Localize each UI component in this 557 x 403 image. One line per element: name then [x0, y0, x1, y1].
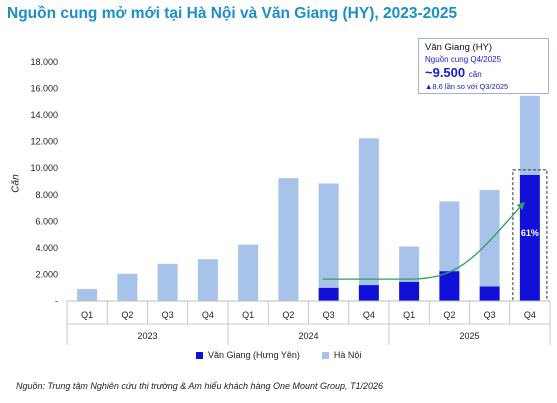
- bar-ha-noi: [358, 138, 379, 286]
- x-tick-label: Q2: [121, 310, 133, 320]
- legend-swatch-van-giang: [196, 351, 203, 359]
- x-tick-label: Q4: [202, 310, 214, 320]
- bar-ha-noi: [519, 95, 540, 175]
- bar-van-giang: [399, 281, 420, 301]
- callout-title: Văn Giang (HY): [425, 42, 493, 53]
- x-tick-label: Q1: [403, 310, 415, 320]
- bar-van-giang: [519, 174, 540, 301]
- x-tick-label: Q3: [484, 310, 496, 320]
- bar-van-giang: [439, 271, 460, 301]
- legend-label-van-giang: Văn Giang (Hưng Yên): [208, 350, 300, 360]
- y-tick-label: 4.000: [35, 243, 58, 253]
- legend-item-ha-noi: Hà Nội: [321, 350, 362, 360]
- y-tick-label: 10.000: [30, 163, 58, 173]
- y-tick-label: 8.000: [35, 190, 58, 200]
- y-tick-label: 14.000: [30, 110, 58, 120]
- bar-ha-noi: [439, 201, 460, 272]
- y-tick-label: 2.000: [35, 269, 58, 279]
- bar-ha-noi: [117, 273, 138, 301]
- y-tick-label: 18.000: [30, 57, 58, 67]
- legend: Văn Giang (Hưng Yên) Hà Nội: [196, 350, 361, 360]
- bar-van-giang: [358, 285, 379, 301]
- x-tick-label: Q1: [242, 310, 254, 320]
- y-tick-label: 6.000: [35, 216, 58, 226]
- callout-subtitle: Nguồn cung Q4/2025: [425, 55, 502, 64]
- trend-arrow: [322, 201, 525, 280]
- bar-van-giang: [479, 286, 500, 301]
- legend-swatch-ha-noi: [321, 351, 329, 359]
- callout-unit: căn: [468, 70, 482, 79]
- chart-title: Nguồn cung mở mới tại Hà Nội và Văn Gian…: [7, 5, 458, 22]
- source-note: Nguồn: Trung tâm Nghiên cứu thị trường &…: [16, 381, 384, 391]
- bar-ha-noi: [238, 244, 259, 301]
- bar-ha-noi: [399, 246, 420, 282]
- year-group-label: 2024: [298, 331, 318, 341]
- legend-label-ha-noi: Hà Nội: [333, 350, 362, 360]
- x-tick-label: Q3: [323, 310, 335, 320]
- bar-ha-noi: [77, 289, 98, 301]
- y-tick-label: 16.000: [30, 84, 58, 94]
- share-annotation: 61%: [521, 228, 539, 238]
- year-group-label: 2023: [137, 331, 157, 341]
- x-tick-label: Q4: [363, 310, 375, 320]
- bar-ha-noi: [157, 263, 178, 301]
- x-tick-label: Q2: [443, 310, 455, 320]
- callout-box: Văn Giang (HY) Nguồn cung Q4/2025 ~9.500…: [418, 38, 549, 94]
- x-tick-label: Q3: [162, 310, 174, 320]
- x-tick-label: Q1: [81, 310, 93, 320]
- bar-van-giang: [318, 287, 339, 301]
- callout-note: ▲8.6 lần so với Q3/2025: [425, 82, 509, 91]
- bar-ha-noi: [197, 259, 218, 301]
- legend-item-van-giang: Văn Giang (Hưng Yên): [196, 350, 300, 360]
- callout-value: ~9.500: [425, 65, 466, 80]
- x-tick-label: Q4: [524, 310, 536, 320]
- bar-ha-noi: [278, 178, 299, 301]
- callout-value-row: ~9.500 căn: [425, 65, 542, 82]
- y-tick-label: 12.000: [30, 137, 58, 147]
- x-tick-label: Q2: [282, 310, 294, 320]
- y-tick-label: -: [55, 296, 58, 306]
- bar-ha-noi: [318, 183, 339, 288]
- year-group-label: 2025: [459, 331, 479, 341]
- bar-ha-noi: [479, 190, 500, 287]
